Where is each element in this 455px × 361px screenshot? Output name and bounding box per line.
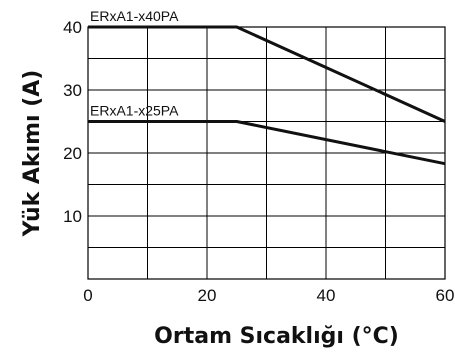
y-tick-label: 40 xyxy=(63,18,82,37)
series-layer: ERxA1-x40PA ERxA1-x25PA xyxy=(88,8,446,166)
x-tick-label: 40 xyxy=(317,286,336,305)
x-tick-label: 20 xyxy=(198,286,217,305)
plot-frame xyxy=(87,26,446,280)
y-tick-label: 10 xyxy=(63,207,82,226)
series-line-1 xyxy=(88,120,446,166)
series-line-0 xyxy=(88,25,446,123)
series-label-0: ERxA1-x40PA xyxy=(90,8,179,24)
x-tick-label: 60 xyxy=(436,286,455,305)
y-tick-label: 30 xyxy=(63,81,82,100)
x-tick-label: 0 xyxy=(83,286,92,305)
x-axis-title: Ortam Sıcaklığı (°C) xyxy=(154,324,399,349)
y-axis-title: Yük Akımı (A) xyxy=(20,70,45,238)
y-tick-label: 20 xyxy=(63,144,82,163)
tick-labels: 0 20 40 60 10 20 30 40 xyxy=(63,18,454,305)
series-label-1: ERxA1-x25PA xyxy=(90,103,179,119)
